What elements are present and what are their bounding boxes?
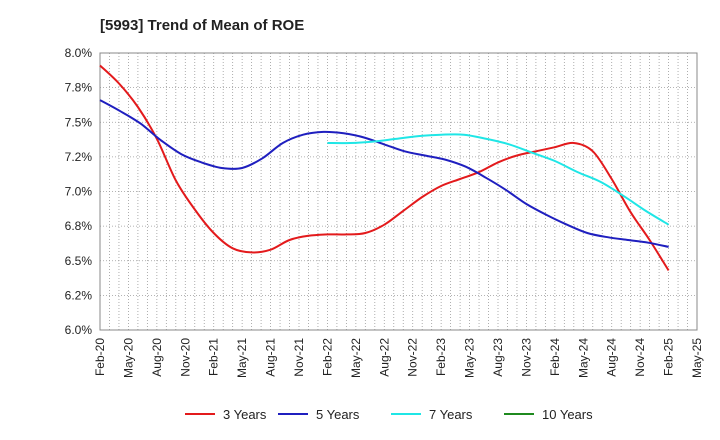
y-axis-tick-labels: 6.0% 6.2% 6.5% 6.8% 7.0% 7.2% 7.5% 7.8% 8.0%	[65, 46, 93, 337]
legend-label: 7 Years	[429, 407, 473, 422]
x-tick-label: Aug-24	[605, 338, 619, 377]
y-tick-label: 6.5%	[65, 254, 93, 268]
x-tick-label: May-22	[349, 338, 363, 378]
series-line-7-years	[327, 133, 670, 226]
y-tick-label: 8.0%	[65, 46, 93, 60]
series-lines	[99, 64, 670, 271]
x-tick-label: Aug-23	[491, 338, 505, 377]
x-tick-label: Nov-20	[178, 338, 192, 377]
x-tick-label: May-21	[235, 338, 249, 378]
x-tick-label: Nov-23	[519, 338, 533, 377]
x-tick-label: Aug-22	[377, 338, 391, 377]
x-tick-label: May-24	[576, 338, 590, 378]
x-tick-label: Feb-24	[548, 338, 562, 376]
chart-title: [5993] Trend of Mean of ROE	[100, 17, 304, 34]
legend: 3 Years 5 Years 7 Years 10 Years	[185, 407, 593, 422]
x-tick-label: Nov-21	[292, 338, 306, 377]
x-tick-label: May-20	[121, 338, 135, 378]
x-tick-label: Aug-21	[264, 338, 278, 377]
x-tick-label: Feb-20	[93, 338, 107, 376]
plot-area-frame	[99, 52, 698, 331]
series-line-3-years	[99, 64, 670, 271]
y-tick-label: 7.0%	[65, 185, 93, 199]
x-tick-label: May-23	[463, 338, 477, 378]
x-axis-tick-labels: Feb-20 May-20 Aug-20 Nov-20 Feb-21 May-21 Aug-…	[93, 338, 704, 378]
y-tick-label: 7.5%	[65, 115, 93, 129]
x-tick-label: Aug-20	[150, 338, 164, 377]
x-tick-label: Feb-25	[662, 338, 676, 376]
y-tick-label: 7.2%	[65, 150, 93, 164]
x-tick-label: Feb-22	[320, 338, 334, 376]
legend-label: 10 Years	[542, 407, 593, 422]
y-tick-label: 7.8%	[65, 81, 93, 95]
y-tick-label: 6.8%	[65, 219, 93, 233]
x-tick-label: Nov-22	[406, 338, 420, 377]
series-line-5-years	[99, 99, 669, 248]
x-tick-label: Nov-24	[633, 338, 647, 377]
x-tick-label: Feb-23	[434, 338, 448, 376]
legend-label: 5 Years	[316, 407, 360, 422]
legend-label: 3 Years	[223, 407, 267, 422]
y-tick-label: 6.2%	[65, 288, 93, 302]
x-tick-label: May-25	[690, 338, 704, 378]
y-tick-label: 6.0%	[65, 323, 93, 337]
grid-lines	[100, 53, 697, 330]
x-tick-label: Feb-21	[207, 338, 221, 376]
